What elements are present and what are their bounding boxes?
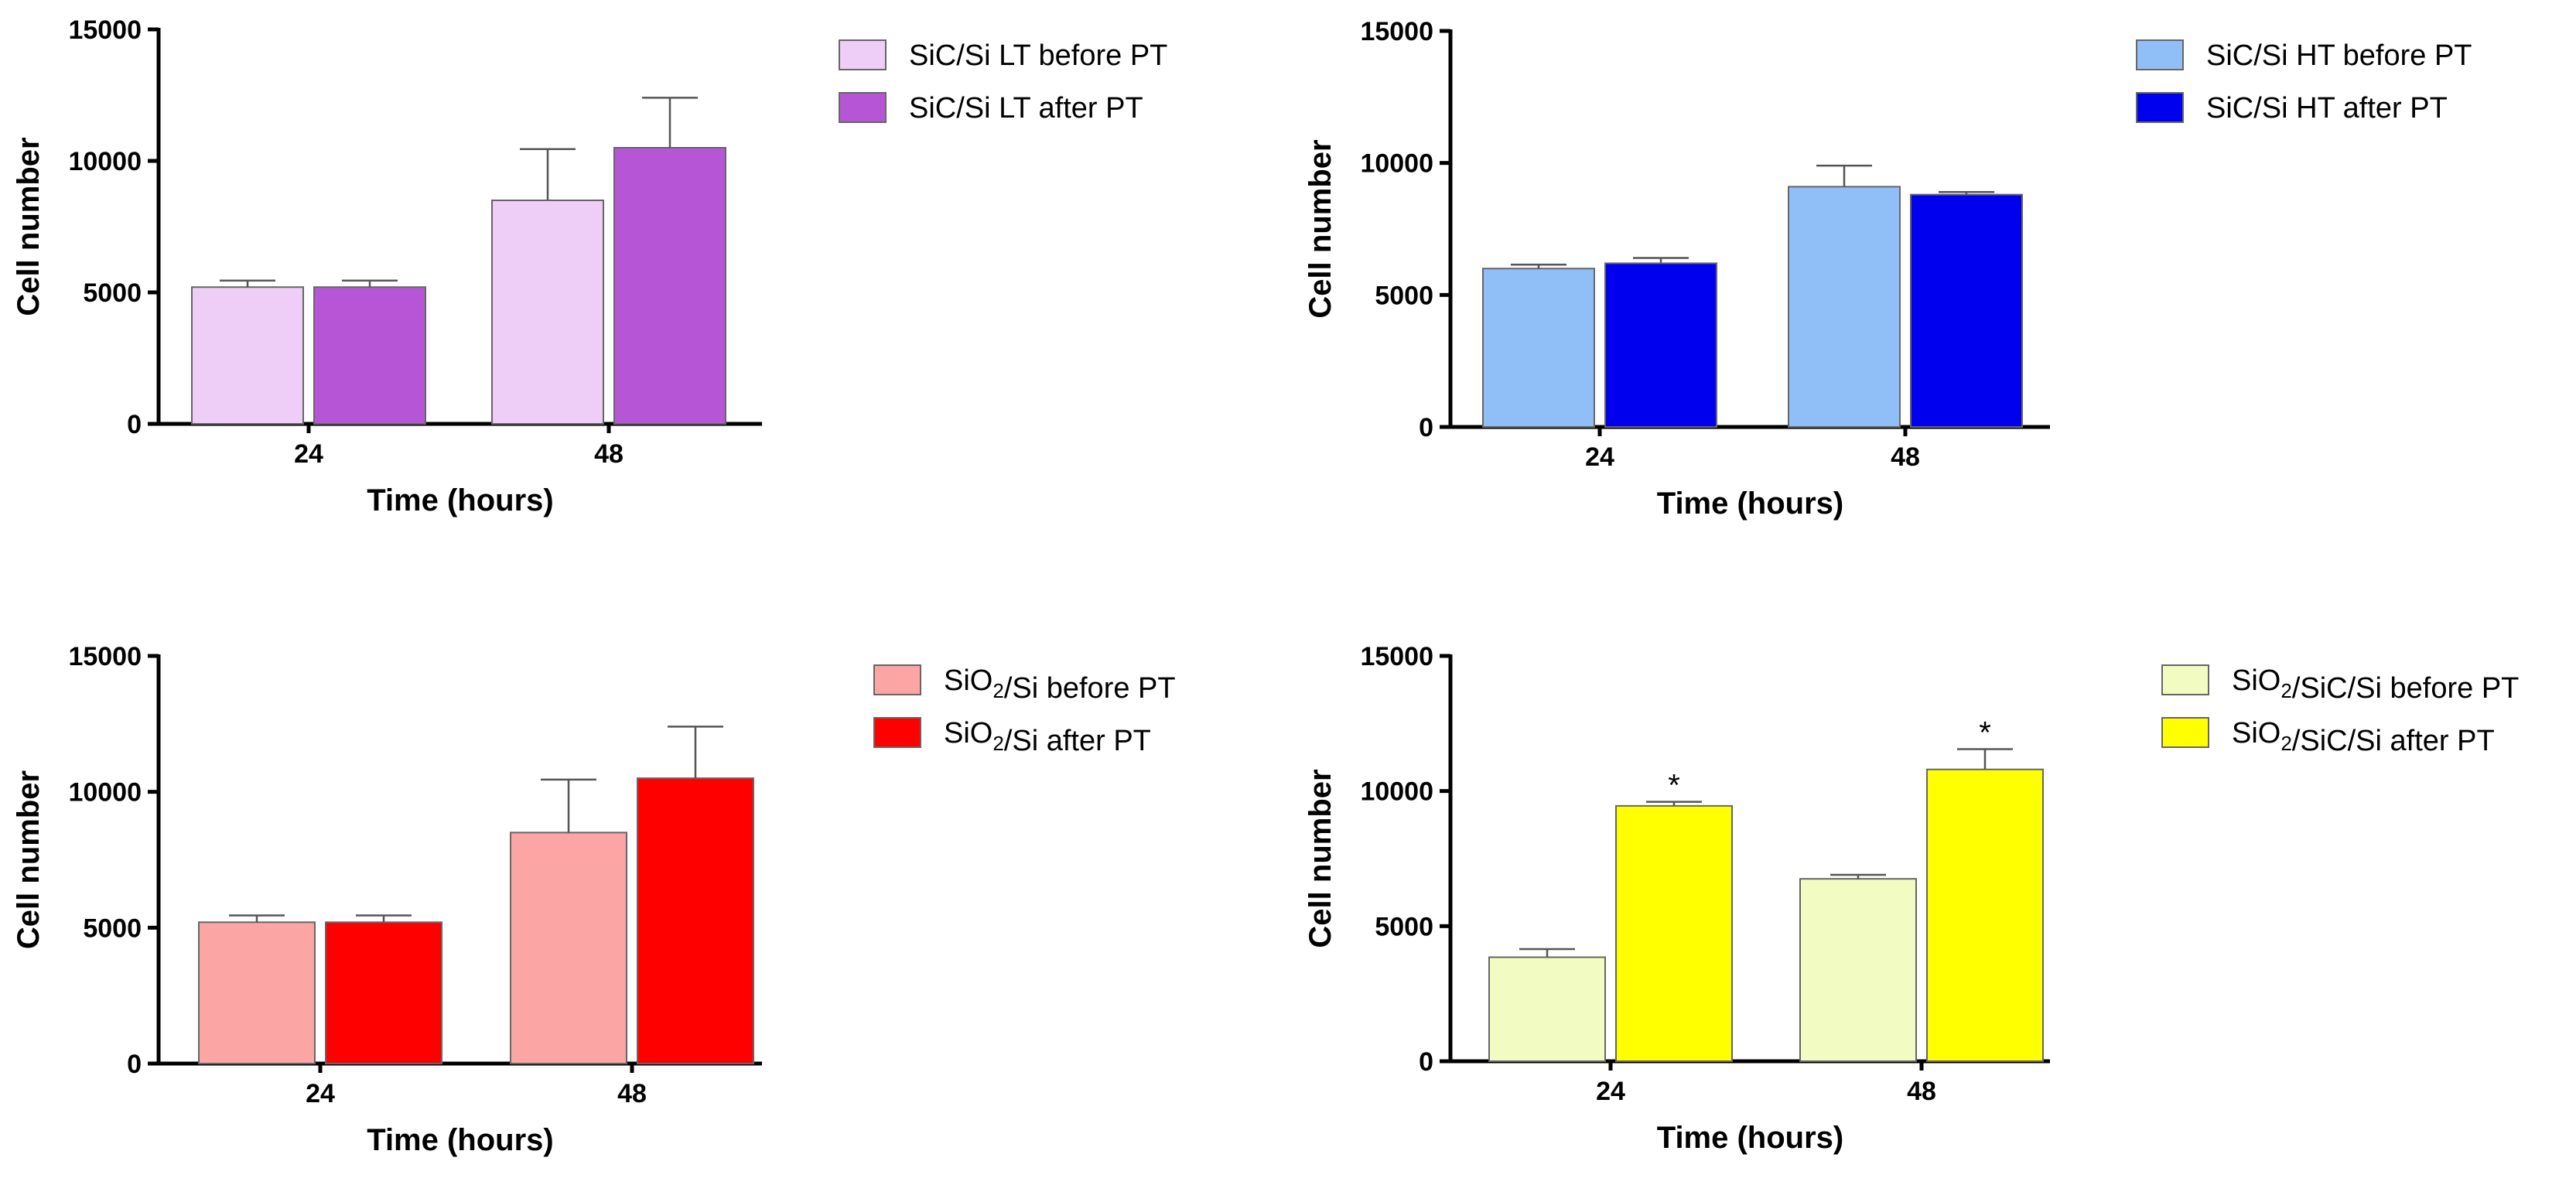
bar-48-1 — [491, 200, 604, 425]
legend-swatch — [2161, 664, 2209, 695]
y-tick-label: 0 — [127, 410, 142, 439]
x-axis-title: Time (hours) — [367, 1123, 554, 1157]
x-tick-label: 48 — [594, 439, 624, 469]
y-tick-label: 0 — [127, 1050, 142, 1079]
x-tick-label: 24 — [1585, 442, 1614, 472]
significance-mark: * — [1979, 716, 1991, 750]
x-axis-title: Time (hours) — [367, 483, 554, 517]
legend-label: SiC/Si HT after PT — [2206, 92, 2448, 125]
bar-48-1 — [1799, 878, 1917, 1062]
chart-panel-2: 0 5000 10000 15000 24 48 Time (hours) Cell numb… — [1303, 17, 2472, 521]
y-tick-label: 15000 — [1360, 17, 1433, 46]
bar-24-2 — [325, 921, 442, 1064]
bar-24-1 — [1482, 268, 1595, 429]
y-tick-label: 10000 — [68, 147, 142, 176]
y-axis-title: Cell number — [12, 770, 46, 949]
legend-label: SiC/Si LT before PT — [909, 39, 1167, 72]
legend-swatch — [839, 39, 887, 70]
y-tick-label: 10000 — [68, 778, 142, 808]
y-tick-label: 5000 — [83, 278, 142, 308]
bar-24-1 — [198, 921, 316, 1064]
y-tick-label: 10000 — [1360, 149, 1433, 179]
chart-panel-4: 0 5000 10000 15000 * 24 * 48 Time (hours) Cell nu… — [1303, 642, 2519, 1155]
y-tick-label: 15000 — [1360, 642, 1433, 671]
x-axis-title: Time (hours) — [1657, 487, 1844, 521]
legend-swatch — [839, 92, 887, 123]
bar-24-1 — [191, 286, 304, 425]
y-axis-title: Cell number — [12, 137, 46, 316]
bar-48-2 — [637, 777, 754, 1064]
legend-label: SiO2/SiC/Si after PT — [2232, 717, 2495, 757]
bar-24-2 — [1604, 262, 1717, 428]
legend-swatch — [2161, 717, 2209, 748]
y-tick-label: 15000 — [68, 642, 142, 671]
y-tick-label: 5000 — [1375, 912, 1433, 941]
bar-24-1 — [1488, 956, 1606, 1063]
y-tick-label: 10000 — [1360, 777, 1433, 807]
x-tick-label: 48 — [1891, 442, 1920, 472]
legend-swatch — [2136, 39, 2184, 70]
chart-panel-1: 0 5000 10000 15000 24 48 Time (hours) Cell numb… — [12, 15, 1167, 517]
y-tick-label: 5000 — [1375, 281, 1433, 310]
bar-24-2 — [1615, 804, 1733, 1062]
x-tick-label: 48 — [617, 1079, 647, 1108]
y-tick-label: 0 — [1419, 1047, 1433, 1077]
x-tick-label: 24 — [294, 439, 323, 469]
significance-mark: * — [1668, 769, 1680, 803]
y-axis-title: Cell number — [1303, 139, 1338, 318]
x-tick-label: 24 — [1596, 1077, 1625, 1106]
legend-label: SiO2/Si before PT — [944, 664, 1176, 705]
y-axis-title: Cell number — [1303, 769, 1338, 948]
legend-swatch — [873, 664, 921, 695]
y-tick-label: 0 — [1419, 413, 1433, 442]
bar-48-1 — [510, 832, 627, 1065]
bar-24-2 — [313, 286, 426, 425]
bar-48-1 — [1788, 186, 1901, 429]
x-axis-title: Time (hours) — [1657, 1121, 1844, 1155]
legend-label: SiC/Si HT before PT — [2206, 39, 2472, 72]
bar-48-2 — [1910, 193, 2023, 428]
x-tick-label: 24 — [306, 1079, 335, 1108]
x-tick-label: 48 — [1907, 1077, 1936, 1106]
legend-label: SiO2/SiC/Si before PT — [2232, 664, 2519, 705]
legend-label: SiC/Si LT after PT — [909, 92, 1143, 125]
y-tick-label: 15000 — [68, 15, 142, 45]
bar-48-2 — [613, 147, 726, 425]
y-tick-label: 5000 — [83, 914, 142, 943]
chart-panel-3: 0 5000 10000 15000 24 48 Time (hours) Cell numb… — [12, 642, 1176, 1157]
bar-48-2 — [1926, 768, 2044, 1062]
legend-swatch — [2136, 92, 2184, 123]
legend-swatch — [873, 717, 921, 748]
legend-label: SiO2/Si after PT — [944, 717, 1151, 757]
